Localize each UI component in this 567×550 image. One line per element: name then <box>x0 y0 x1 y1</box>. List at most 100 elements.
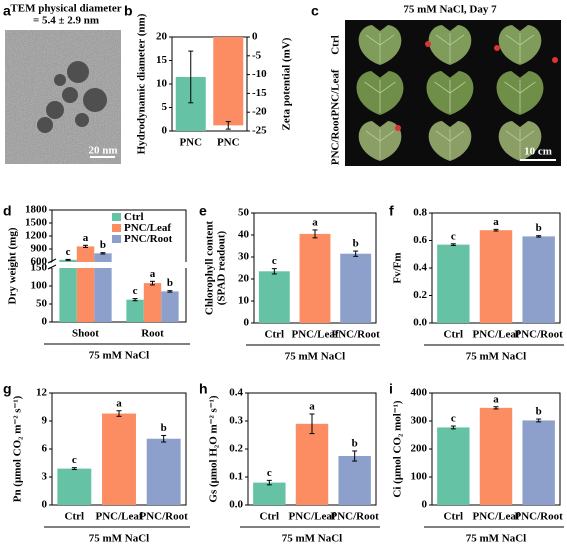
x-tick-label: Ctrl <box>265 329 285 341</box>
letter: c <box>272 255 277 267</box>
bar <box>146 438 181 505</box>
letter: a <box>493 216 499 228</box>
error-bar <box>536 235 542 238</box>
leaf-vein <box>365 129 395 159</box>
bar <box>338 456 371 505</box>
error-bar <box>353 250 359 257</box>
x-tick-label: PNC/Root <box>515 511 564 523</box>
x-axis-label: 75 mM NaCl <box>89 350 150 362</box>
y-tick-label: 0.0 <box>413 317 427 329</box>
leaf-vein <box>505 33 535 63</box>
letter: b <box>167 277 173 289</box>
y-tick-label: 100 <box>411 471 428 483</box>
bar <box>213 37 244 126</box>
bar <box>258 271 290 323</box>
error-bar <box>188 50 194 104</box>
y-tick-label: 20 <box>156 31 168 43</box>
y-tick-label: 9 <box>42 415 48 427</box>
leaf-vein <box>504 79 536 113</box>
y-tick-label: 0 <box>42 316 48 328</box>
letter: a <box>83 232 89 244</box>
error-bar <box>493 228 499 232</box>
y-tick-label: 1800 <box>25 204 48 216</box>
particle <box>83 88 107 112</box>
x-tick-label: Shoot <box>72 328 99 340</box>
letter: a <box>493 393 499 405</box>
scale-bar-label: 20 nm <box>88 145 117 157</box>
error-bar <box>167 290 173 293</box>
bar <box>437 244 470 323</box>
error-bar <box>352 450 358 462</box>
y2-axis-label: Zeta potential (mV) <box>281 37 293 130</box>
x-tick-label: PNC/Root <box>332 329 381 341</box>
letter: b <box>100 239 106 251</box>
title: TEM physical diameter <box>10 3 121 15</box>
marker <box>494 45 500 51</box>
particle <box>54 74 66 86</box>
y-tick-label: -20 <box>252 106 267 118</box>
y-tick-label: 40 <box>238 229 250 241</box>
error-bar <box>100 252 106 255</box>
y-tick-label: 0.4 <box>413 262 427 274</box>
y-tick-label: 0 <box>422 499 428 511</box>
leaf-vein <box>365 33 395 63</box>
y-tick-label: 0.0 <box>229 499 243 511</box>
y-tick-label: 100 <box>31 280 48 292</box>
x-tick-label: PNC/Leaf <box>95 511 142 523</box>
y-axis-label: (SPAD readout) <box>216 230 228 305</box>
x-tick-label: PNC <box>217 137 240 149</box>
panel-label: e <box>199 203 207 219</box>
y-axis-label: Gs (μmol H₂O m⁻² s⁻¹) <box>208 395 220 503</box>
letter: b <box>161 422 167 434</box>
panel-label: h <box>199 381 208 397</box>
y-tick-label: 20 <box>238 273 250 285</box>
y-tick-label: 0.2 <box>413 289 427 301</box>
error-bar <box>312 229 318 239</box>
title: 75 mM NaCl, Day 7 <box>403 4 497 16</box>
y-tick-label: 15 <box>156 54 168 66</box>
letter: b <box>536 222 542 234</box>
legend-label: Ctrl <box>124 211 144 223</box>
bar <box>59 268 77 322</box>
title: = 5.4 ± 2.9 nm <box>33 15 99 27</box>
y-axis-label: Pn (μmol CO₂ m⁻² s⁻¹) <box>12 395 24 502</box>
bar <box>253 482 286 505</box>
legend-swatch <box>112 224 121 232</box>
y-tick-label: 200 <box>411 443 428 455</box>
bar <box>143 283 162 322</box>
particle <box>67 61 89 83</box>
bar <box>522 420 555 505</box>
y-tick-label: 5 <box>162 101 168 113</box>
panel-label: b <box>124 3 133 19</box>
y-tick-label: -10 <box>252 68 267 80</box>
y-tick-label: 50 <box>238 207 250 219</box>
row-label: Ctrl <box>330 35 342 55</box>
y-tick-label: 0 <box>42 499 48 511</box>
scale-bar-label: 10 cm <box>524 146 552 158</box>
letter: c <box>72 454 77 466</box>
x-tick-label: Ctrl <box>444 329 464 341</box>
y-tick-label: 0.6 <box>413 234 427 246</box>
particle <box>37 117 53 133</box>
bar <box>102 413 136 505</box>
bar <box>299 233 331 323</box>
bar <box>94 253 112 262</box>
leaf-vein <box>505 129 535 159</box>
letter: c <box>451 230 456 242</box>
y-axis-label: Fv/Fm <box>392 252 404 283</box>
x-tick-label: PNC/Leaf <box>291 329 338 341</box>
x-tick-label: PNC <box>179 137 202 149</box>
panel-label: i <box>389 381 393 397</box>
y-axis-label: Dry weight (mg) <box>7 227 19 304</box>
marker <box>552 57 558 63</box>
error-bar <box>450 425 456 430</box>
y-tick-label: 3 <box>42 471 48 483</box>
panel-label: a <box>3 3 11 19</box>
leaf-vein <box>364 79 396 113</box>
x-tick-label: Root <box>141 328 164 340</box>
leaf-vein <box>434 79 466 113</box>
letter: a <box>150 268 156 280</box>
bar <box>295 423 329 505</box>
error-bar <box>65 258 71 261</box>
x-axis-label: 75 mM NaCl <box>89 533 150 545</box>
